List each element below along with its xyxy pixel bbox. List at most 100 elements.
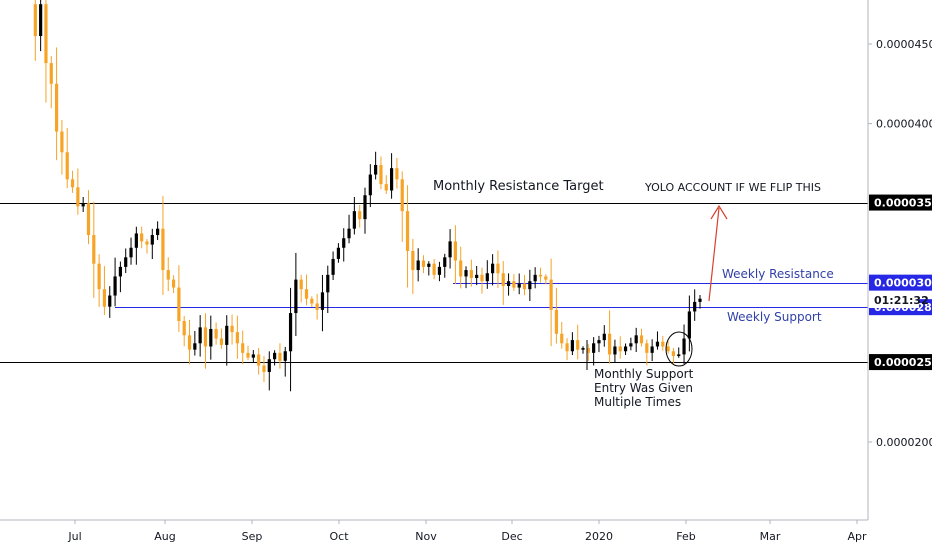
candle-body-75 <box>427 263 431 267</box>
candle-body-53 <box>310 298 314 304</box>
candle-body-70 <box>400 179 404 212</box>
candle-body-123 <box>682 338 686 355</box>
candle-body-59 <box>342 238 346 248</box>
candle-body-1 <box>33 4 37 37</box>
y-tick-label-1: 0.00004000 <box>876 118 932 131</box>
candle-body-47 <box>278 352 282 361</box>
target-arrow <box>708 204 728 302</box>
candle-body-26 <box>166 270 170 280</box>
candle-body-5 <box>54 83 59 132</box>
candle-body-29 <box>182 321 186 336</box>
candle-body-121 <box>671 351 676 357</box>
countdown-text: 01:21:32 <box>874 294 929 307</box>
x-tick-label-3: Oct <box>329 530 349 543</box>
candle-body-97 <box>544 276 548 280</box>
candle-body-56 <box>326 274 330 293</box>
levels-layer <box>0 203 868 363</box>
candle-body-16 <box>113 276 117 296</box>
candle-body-60 <box>347 228 351 239</box>
monthly-support-label-line-3: Multiple Times <box>594 395 681 409</box>
candle-body-51 <box>299 279 303 290</box>
y-tick-label-0: 0.00004500 <box>876 38 932 51</box>
candle-body-33 <box>203 327 208 347</box>
candle-body-64 <box>368 174 372 196</box>
yolo-label: YOLO ACCOUNT IF WE FLIP THIS <box>644 181 821 194</box>
candle-body-19 <box>129 247 133 258</box>
price-badge-3 <box>869 354 932 371</box>
candle-body-18 <box>124 257 128 267</box>
candle-body-15 <box>108 295 112 307</box>
y-tick-label-2: 0.00002000 <box>876 436 932 449</box>
x-tick-label-9: Apr <box>847 530 867 543</box>
candle-body-115 <box>639 335 644 344</box>
candle-body-104 <box>581 348 585 350</box>
candle-body-102 <box>570 340 574 352</box>
candle-body-71 <box>405 211 410 251</box>
price-badge-text-1: 0.00003001 <box>874 277 932 290</box>
candle-body-78 <box>443 257 447 267</box>
entry-circle <box>665 331 693 367</box>
candle-body-8 <box>70 179 75 188</box>
candle-body-41 <box>246 352 250 358</box>
candle-body-69 <box>395 168 399 180</box>
x-tick-label-6: 2020 <box>585 530 613 543</box>
candle-body-3 <box>44 4 48 64</box>
x-tick-label-2: Sep <box>242 530 263 543</box>
candle-body-10 <box>81 203 85 207</box>
candle-body-49 <box>288 313 293 352</box>
candle-body-32 <box>198 327 202 344</box>
candle-body-122 <box>677 354 681 357</box>
candle-body-45 <box>267 359 271 372</box>
candle-body-74 <box>421 260 426 267</box>
candle-body-2 <box>39 4 43 37</box>
candle-body-62 <box>358 211 362 220</box>
candle-body-110 <box>613 346 617 355</box>
candle-body-76 <box>432 263 436 275</box>
candle-body-106 <box>592 343 596 353</box>
x-tick-label-7: Feb <box>676 530 695 543</box>
candle-body-12 <box>92 235 96 264</box>
candle-body-68 <box>389 168 394 191</box>
candle-body-118 <box>655 341 660 347</box>
annotations-layer: Monthly Resistance Target YOLO ACCOUNT I… <box>433 179 834 409</box>
candle-body-93 <box>522 283 527 290</box>
candle-body-79 <box>448 241 452 258</box>
candle-body-25 <box>161 228 165 271</box>
candle-body-23 <box>150 235 154 245</box>
weekly-resistance-label: Weekly Resistance <box>722 267 834 281</box>
candle-body-52 <box>304 289 309 299</box>
candle-body-67 <box>384 184 388 191</box>
candle-body-117 <box>650 346 654 353</box>
candle-body-20 <box>134 233 138 248</box>
candle-body-77 <box>437 266 442 275</box>
candle-body-35 <box>214 328 218 339</box>
monthly-support-label-line-1: Monthly Support <box>594 367 694 381</box>
candle-body-21 <box>140 233 144 242</box>
candle-body-27 <box>171 279 176 288</box>
candle-body-4 <box>49 63 53 84</box>
candle-body-14 <box>102 289 107 307</box>
x-tick-label-4: Nov <box>415 530 437 543</box>
candle-body-72 <box>411 250 415 271</box>
candle-body-31 <box>193 343 197 350</box>
candle-body-83 <box>469 270 473 279</box>
candle-body-120 <box>666 346 670 352</box>
candle-body-103 <box>576 340 580 350</box>
candle-body-119 <box>661 341 665 347</box>
x-tick-label-8: Mar <box>760 530 781 543</box>
candle-body-65 <box>374 164 378 175</box>
candle-body-111 <box>618 346 622 352</box>
candle-body-17 <box>118 266 122 277</box>
candle-body-39 <box>235 332 239 344</box>
candle-body-96 <box>538 274 543 277</box>
x-tick-label-1: Aug <box>154 530 175 543</box>
candle-body-109 <box>608 333 612 355</box>
candle-body-40 <box>241 343 245 353</box>
candle-body-82 <box>464 270 468 277</box>
candle-body-91 <box>512 281 516 288</box>
candle-body-114 <box>634 335 638 344</box>
candle-body-54 <box>315 303 319 310</box>
candle-body-48 <box>283 351 287 361</box>
